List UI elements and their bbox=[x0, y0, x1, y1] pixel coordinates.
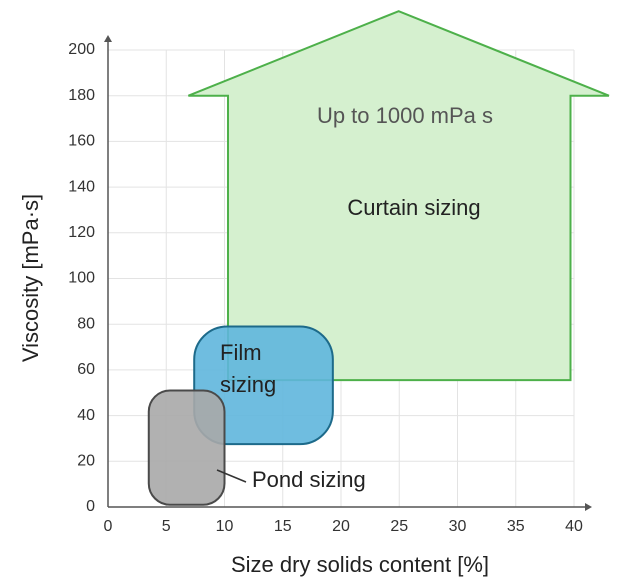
y-tick-label: 140 bbox=[68, 178, 95, 195]
y-axis-arrow bbox=[104, 35, 112, 42]
region-label: sizing bbox=[220, 372, 276, 397]
y-tick-label: 0 bbox=[86, 498, 95, 515]
x-tick-label: 25 bbox=[390, 518, 408, 535]
region bbox=[147, 389, 226, 506]
y-tick-label: 40 bbox=[77, 407, 95, 424]
y-axis-title: Viscosity [mPa·s] bbox=[18, 194, 43, 362]
region bbox=[188, 10, 610, 382]
x-tick-label: 35 bbox=[507, 518, 525, 535]
region-label: Film bbox=[220, 340, 262, 365]
y-tick-label: 180 bbox=[68, 87, 95, 104]
y-tick-label: 100 bbox=[68, 270, 95, 287]
x-tick-label: 30 bbox=[449, 518, 467, 535]
x-tick-label: 20 bbox=[332, 518, 350, 535]
x-axis-title: Size dry solids content [%] bbox=[231, 552, 489, 577]
x-tick-label: 0 bbox=[104, 518, 113, 535]
x-tick-label: 40 bbox=[565, 518, 583, 535]
x-axis-arrow bbox=[585, 503, 592, 511]
y-tick-label: 200 bbox=[68, 41, 95, 58]
x-tick-label: 15 bbox=[274, 518, 292, 535]
x-tick-label: 10 bbox=[216, 518, 234, 535]
y-tick-label: 120 bbox=[68, 224, 95, 241]
y-tick-label: 160 bbox=[68, 133, 95, 150]
region bbox=[193, 325, 334, 446]
leader-line bbox=[216, 469, 247, 483]
y-tick-label: 20 bbox=[77, 453, 95, 470]
y-tick-label: 80 bbox=[77, 315, 95, 332]
y-tick-label: 60 bbox=[77, 361, 95, 378]
x-tick-label: 5 bbox=[162, 518, 171, 535]
region-label: Curtain sizing bbox=[347, 195, 480, 220]
region-note: Up to 1000 mPa s bbox=[317, 103, 493, 128]
region-label: Pond sizing bbox=[252, 467, 366, 492]
